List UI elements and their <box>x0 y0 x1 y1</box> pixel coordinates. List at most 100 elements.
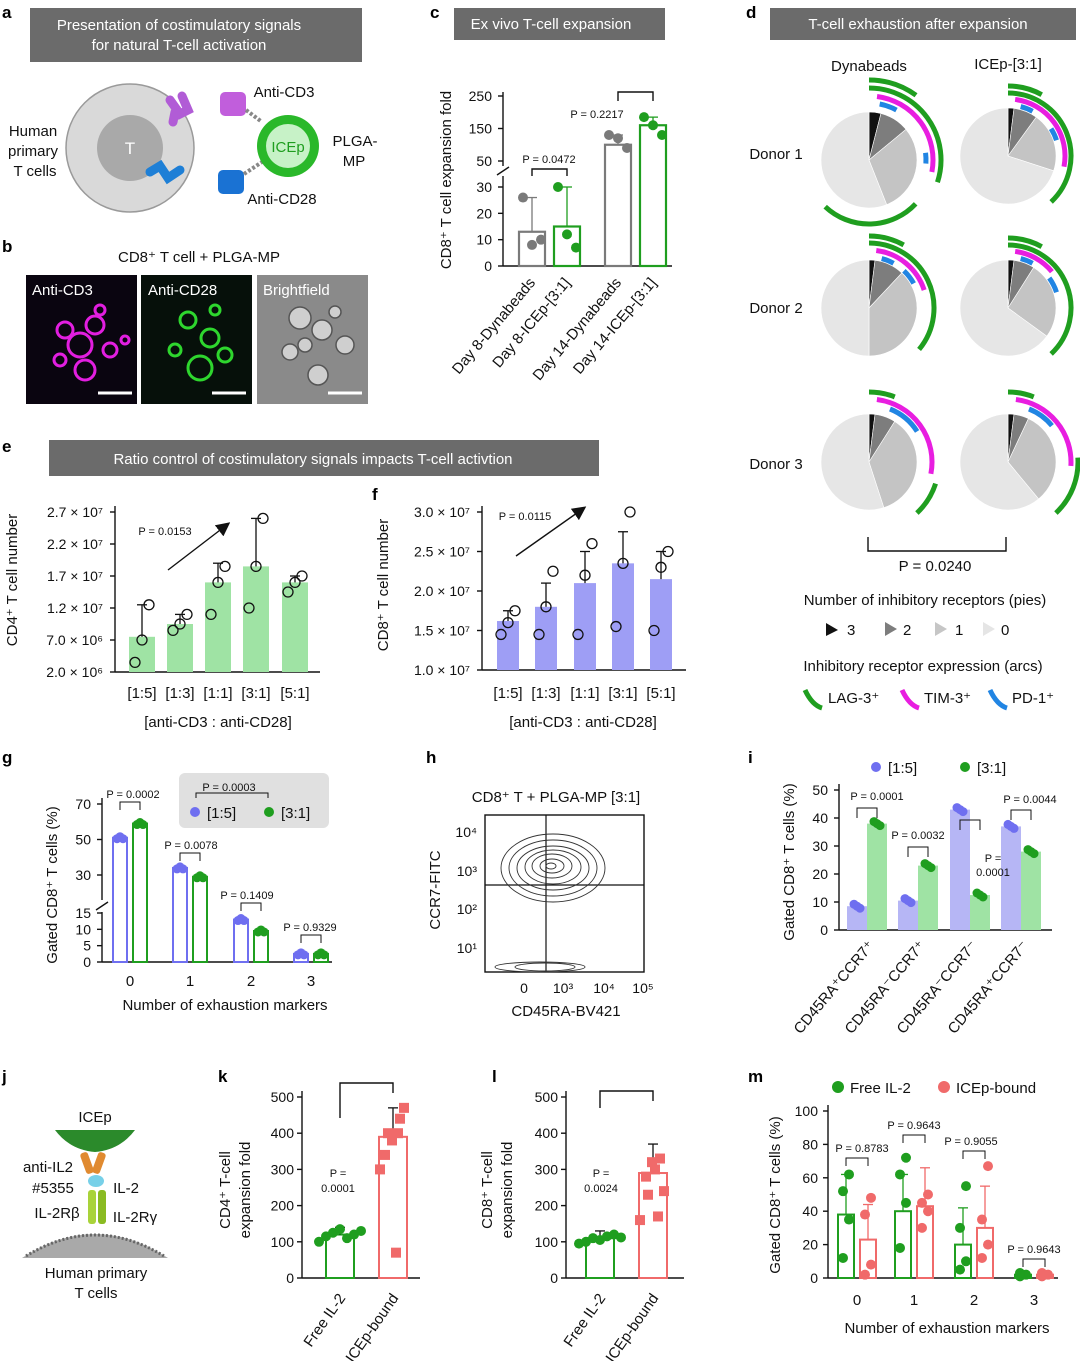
i-point <box>855 903 865 913</box>
g-bar <box>132 822 148 964</box>
g-bracket <box>179 852 201 861</box>
cd28-receptor-icon <box>145 159 185 185</box>
m-point <box>866 1192 876 1203</box>
m-xtick-label: 1 <box>910 1292 918 1309</box>
f-point <box>572 628 584 641</box>
panel-c-point <box>571 242 581 253</box>
panel-m-legend-dot-1 <box>832 1081 844 1093</box>
panel-m-legend-1: Free IL-2 <box>850 1080 911 1097</box>
il2rg-label: IL-2Rγ <box>113 1209 158 1226</box>
pie-slice <box>820 259 870 357</box>
panel-i-pval-2: P = 0.0032 <box>891 830 944 842</box>
g-ytick-label: 70 <box>75 796 91 812</box>
e-ytick-label: 2.0 × 10⁶ <box>46 664 103 680</box>
e-ytick-label: 1.2 × 10⁷ <box>47 600 103 616</box>
t-cell-label: T <box>125 139 135 158</box>
k-ytick-label: 300 <box>271 1161 295 1177</box>
g-point <box>239 916 249 926</box>
l-square-point <box>635 1215 645 1226</box>
panel-g-legend-dot-2 <box>264 807 274 817</box>
panel-h-xtick-3: 10⁴ <box>593 980 615 996</box>
panel-l-ylabel-1: CD8⁺ T-cell <box>479 1151 496 1229</box>
k-point <box>314 1236 324 1247</box>
anti-cd28-linker <box>242 160 264 176</box>
receptor-arc <box>879 101 898 113</box>
panel-c-bracket-2 <box>617 91 654 101</box>
panel-c-header: Ex vivo T-cell expansion <box>471 16 632 33</box>
g-ytick-label: 5 <box>83 938 91 954</box>
cell-membrane-edge <box>25 1233 165 1258</box>
receptor-arc <box>1007 389 1035 400</box>
f-point <box>495 628 507 641</box>
e-point <box>167 624 179 637</box>
e-ytick-label: 1.7 × 10⁷ <box>47 568 103 584</box>
cells-label-2: T cells <box>74 1285 117 1302</box>
panel-k: k CD4⁺ T-cell expansion fold 500 400 300 20… <box>217 1067 420 1361</box>
panel-g-pval-1: P = 0.0078 <box>164 840 217 852</box>
panel-c-pval-2: P = 0.2217 <box>570 109 623 121</box>
panel-m-xlabel: Number of exhaustion markers <box>844 1320 1049 1337</box>
receptor-arc <box>1015 397 1074 467</box>
anti-il2-antibody-icon-2 <box>92 1152 106 1174</box>
cell-label-1: Human <box>9 123 57 140</box>
m-xtick-label: 2 <box>970 1292 978 1309</box>
e-point <box>243 602 255 614</box>
l-square-point <box>655 1153 665 1164</box>
e-point <box>143 599 155 611</box>
e-xtick-label: [3:1] <box>241 685 270 702</box>
m-point <box>961 1181 971 1192</box>
g-bar <box>233 918 249 963</box>
receptor-arc <box>1019 104 1034 114</box>
anti-cd28-image-cells <box>167 303 234 382</box>
panel-letter-i: i <box>748 748 753 767</box>
m-point <box>977 1252 987 1263</box>
f-point <box>648 624 660 637</box>
panel-letter-k: k <box>218 1067 228 1086</box>
receptor-arc <box>1047 276 1059 294</box>
panel-m-legend-dot-2 <box>938 1081 950 1093</box>
legend-pd1: PD-1⁺ <box>1012 690 1054 707</box>
panel-l-pval-1: P = <box>593 1168 610 1180</box>
g-xtick-label: 1 <box>186 973 194 990</box>
panel-e-ylabel: CD4⁺ T cell number <box>4 514 21 646</box>
f-point <box>624 506 636 518</box>
panel-h-ytick-2: 10³ <box>457 863 478 879</box>
panel-h: h CD8⁺ T + PLGA-MP [3:1] CCR7-FITC 10⁴ 1… <box>426 748 654 1020</box>
panel-g-pval-0: P = 0.0002 <box>106 789 159 801</box>
g-bar <box>192 875 208 964</box>
anti-cd28-label: Anti-CD28 <box>247 191 316 208</box>
legend-tim3: TIM-3⁺ <box>924 690 971 707</box>
g-ytick-label: 15 <box>75 905 91 921</box>
m-point <box>895 1169 905 1180</box>
m-point <box>917 1197 927 1208</box>
g-point <box>259 927 269 937</box>
m-bracket <box>1022 1258 1046 1267</box>
panel-i-legend-2: [3:1] <box>977 760 1006 777</box>
i-bar <box>970 895 990 930</box>
g-bracket <box>300 934 322 943</box>
f-xtick-label: [1:5] <box>493 685 522 702</box>
plga-label-2: MP <box>343 153 366 170</box>
i-ytick-label: 30 <box>812 838 828 854</box>
l-ytick-label: 400 <box>535 1125 559 1141</box>
panel-letter-b: b <box>2 237 12 256</box>
panel-c-point <box>562 229 572 240</box>
f-bar <box>535 606 557 670</box>
receptor-arc <box>888 406 920 433</box>
f-ytick-label: 2.0 × 10⁷ <box>414 583 470 599</box>
panel-h-plot-frame <box>484 814 645 973</box>
e-xtick-label: [5:1] <box>280 685 309 702</box>
i-ytick-label: 20 <box>812 866 828 882</box>
receptor-arc <box>868 77 918 98</box>
m-point <box>917 1222 927 1233</box>
panel-c-ytick-label: 50 <box>476 153 492 169</box>
panel-i-pval-3b: 0.0001 <box>976 867 1010 879</box>
panel-f: f CD8⁺ T cell number 3.0 × 10⁷ 2.5 × 10⁷ 2… <box>372 485 686 731</box>
col-label-icep: ICEp-[3:1] <box>974 56 1042 73</box>
l-ytick-label: 0 <box>550 1270 558 1286</box>
row-label-donor-1: Donor 1 <box>749 146 802 163</box>
receptor-arc <box>902 269 916 285</box>
image-label-anti-cd28: Anti-CD28 <box>148 282 217 299</box>
m-point <box>955 1264 965 1275</box>
e-bar <box>129 636 155 672</box>
